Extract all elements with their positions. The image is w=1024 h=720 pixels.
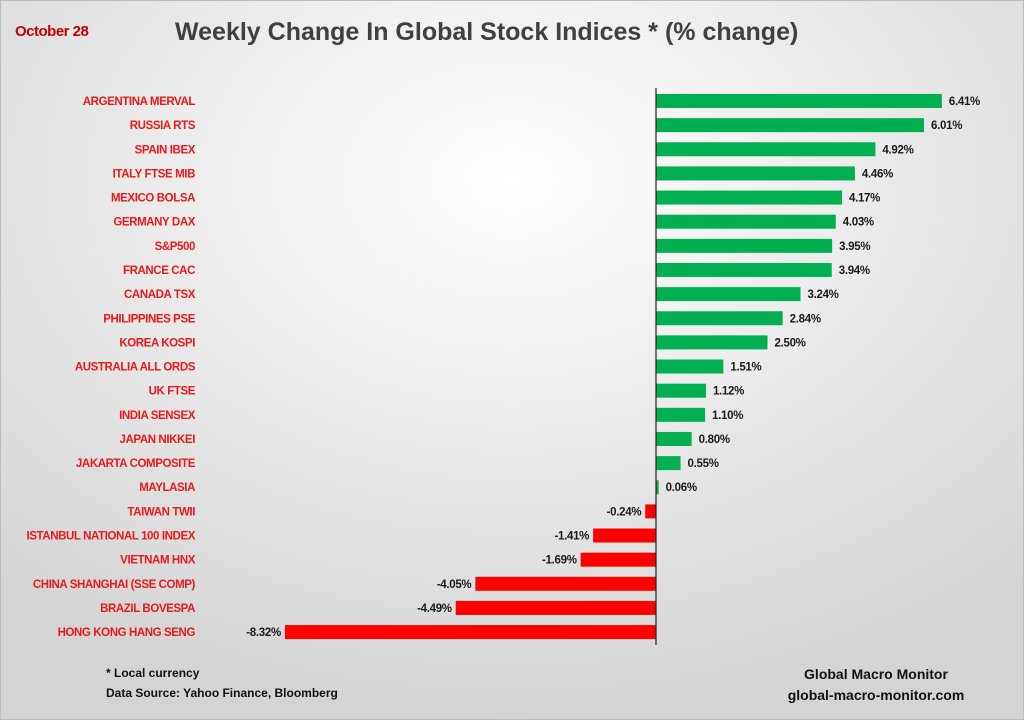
category-label: SPAIN IBEX xyxy=(135,144,196,156)
data-label: -1.41% xyxy=(554,531,589,543)
category-label: UK FTSE xyxy=(149,386,196,398)
data-label: 1.12% xyxy=(713,386,744,398)
category-label: RUSSIA RTS xyxy=(130,120,196,132)
data-label: 3.24% xyxy=(808,289,839,301)
data-label: -8.32% xyxy=(246,627,281,639)
data-label: -4.05% xyxy=(437,579,472,591)
bar-5 xyxy=(656,214,836,229)
bar-22 xyxy=(284,625,656,640)
category-label: CANADA TSX xyxy=(124,289,196,301)
bar-19 xyxy=(580,552,656,567)
bar-15 xyxy=(656,456,681,471)
category-label: JAPAN NIKKEI xyxy=(120,434,196,446)
category-label: MAYLASIA xyxy=(139,482,195,494)
category-label: TAIWAN TWII xyxy=(127,506,195,518)
category-label: GERMANY DAX xyxy=(113,217,195,229)
bar-14 xyxy=(656,431,692,446)
bar-3 xyxy=(656,166,855,181)
data-label: 4.92% xyxy=(882,144,913,156)
data-label: 4.46% xyxy=(862,168,893,180)
bar-8 xyxy=(656,287,801,302)
footnote-currency: * Local currency xyxy=(106,666,200,680)
bar-0 xyxy=(656,94,942,108)
bar-2 xyxy=(656,142,876,157)
category-label: BRAZIL BOVESPA xyxy=(100,603,195,615)
data-label: 4.17% xyxy=(849,193,880,205)
category-label: S&P500 xyxy=(155,241,195,253)
brand-name: Global Macro Monitor xyxy=(804,666,948,682)
bar-6 xyxy=(656,238,833,253)
category-label: KOREA KOSPI xyxy=(119,337,195,349)
category-label: FRANCE CAC xyxy=(123,265,195,277)
bar-17 xyxy=(645,504,656,519)
data-label: 4.03% xyxy=(843,217,874,229)
bar-10 xyxy=(656,335,768,350)
bar-21 xyxy=(455,600,656,615)
bar-4 xyxy=(656,190,842,205)
bar-12 xyxy=(656,383,706,398)
bar-18 xyxy=(593,528,656,543)
chart-title: Weekly Change In Global Stock Indices * … xyxy=(175,18,798,46)
brand-site: global-macro-monitor.com xyxy=(788,687,965,703)
data-source: Data Source: Yahoo Finance, Bloomberg xyxy=(106,686,338,700)
data-label: -4.49% xyxy=(417,603,452,615)
data-label: 6.41% xyxy=(949,96,980,108)
category-label: PHILIPPINES PSE xyxy=(103,313,196,325)
category-label: VIETNAM HNX xyxy=(120,555,196,567)
data-label: 0.55% xyxy=(688,458,719,470)
bar-9 xyxy=(656,311,783,326)
category-label: MEXICO BOLSA xyxy=(111,193,195,205)
data-label: 1.10% xyxy=(712,410,743,422)
category-label: CHINA SHANGHAI (SSE COMP) xyxy=(33,579,196,591)
data-label: -0.24% xyxy=(607,506,642,518)
data-label: 6.01% xyxy=(931,120,962,132)
data-label: 0.06% xyxy=(666,482,697,494)
category-label: INDIA SENSEX xyxy=(119,410,196,422)
chart-date: October 28 xyxy=(15,23,89,40)
bars-group: ARGENTINA MERVAL 6.41% RUSSIA RTS 6.01% SPAI… xyxy=(26,94,980,640)
category-label: ARGENTINA MERVAL xyxy=(83,96,196,108)
data-label: 3.94% xyxy=(839,265,870,277)
bar-11 xyxy=(656,359,724,374)
category-label: ITALY FTSE MIB xyxy=(113,168,195,180)
category-label: AUSTRALIA ALL ORDS xyxy=(75,362,196,374)
data-label: 0.80% xyxy=(699,434,730,446)
bar-7 xyxy=(656,262,832,277)
bar-13 xyxy=(656,407,706,422)
category-label: HONG KONG HANG SENG xyxy=(58,627,196,639)
data-label: -1.69% xyxy=(542,555,577,567)
bar-1 xyxy=(656,118,925,133)
category-label: ISTANBUL NATIONAL 100 INDEX xyxy=(26,531,195,543)
data-label: 1.51% xyxy=(730,362,761,374)
data-label: 2.50% xyxy=(775,337,806,349)
data-label: 2.84% xyxy=(790,313,821,325)
bar-20 xyxy=(475,576,656,591)
bar-16 xyxy=(656,480,659,495)
category-label: JAKARTA COMPOSITE xyxy=(76,458,196,470)
data-label: 3.95% xyxy=(839,241,870,253)
